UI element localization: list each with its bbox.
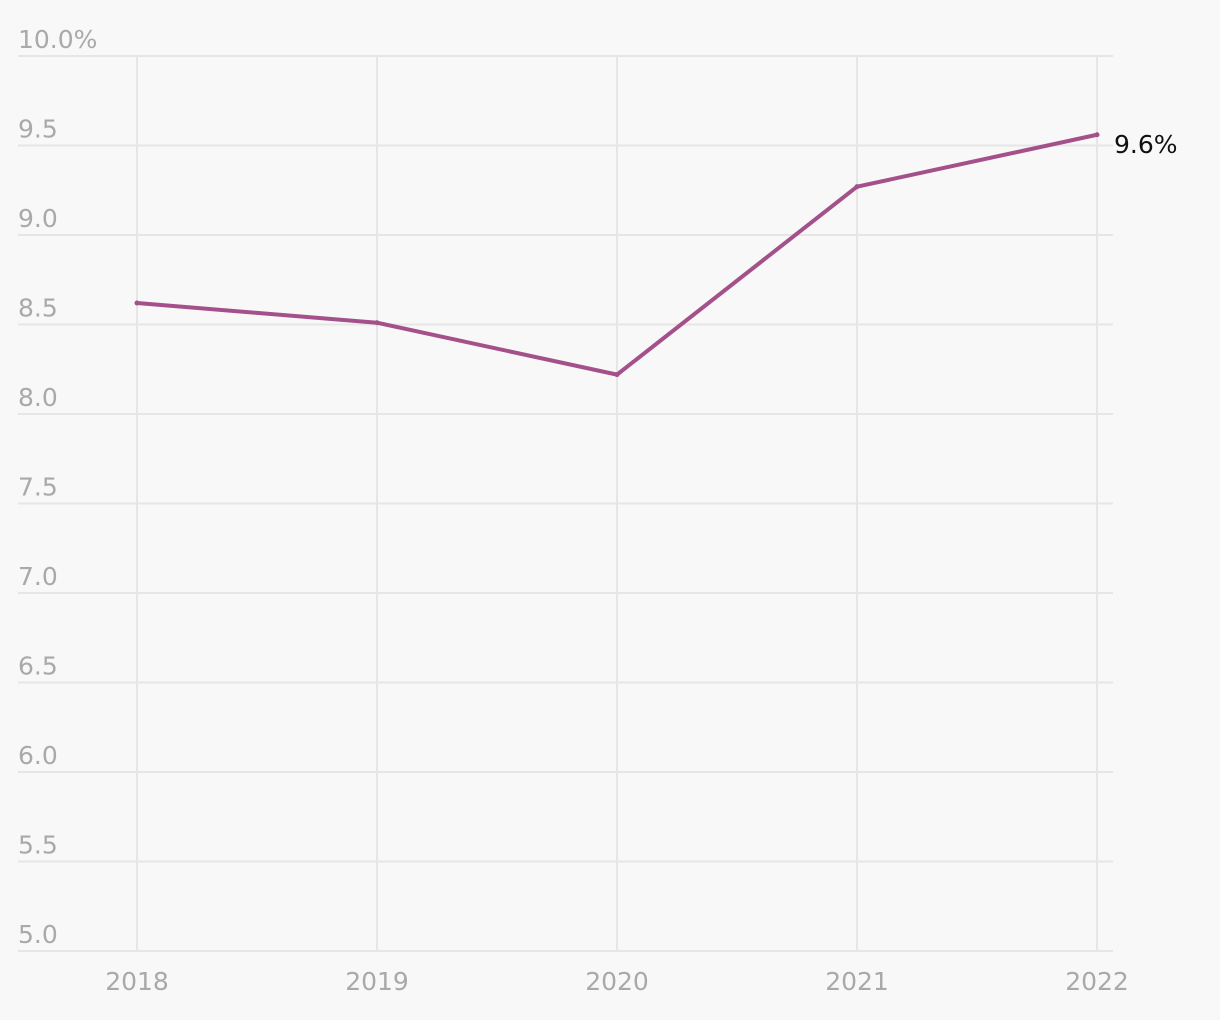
y-axis-tick-labels: 5.0 5.5 6.0 6.5 7.0 7.5 8.0 8.5 9.0 9.5 10.0% xyxy=(18,25,97,949)
y-tick-label: 8.0 xyxy=(18,383,58,412)
x-tick-label: 2020 xyxy=(585,967,649,996)
y-gridlines xyxy=(18,55,1113,952)
data-point xyxy=(134,300,140,306)
x-tick-label: 2019 xyxy=(345,967,409,996)
y-tick-label: 5.0 xyxy=(18,920,58,949)
x-tick-label: 2018 xyxy=(105,967,169,996)
series-group xyxy=(134,132,1100,378)
data-point xyxy=(854,184,860,190)
x-axis-tick-labels: 2018 2019 2020 2021 2022 xyxy=(105,967,1129,996)
y-tick-label: 7.0 xyxy=(18,562,58,591)
x-tick-label: 2021 xyxy=(825,967,889,996)
data-point xyxy=(614,372,620,378)
x-tick-label: 2022 xyxy=(1065,967,1129,996)
y-tick-label: 6.5 xyxy=(18,652,58,681)
data-point xyxy=(1094,132,1100,138)
x-gridlines xyxy=(136,56,1098,951)
y-tick-label: 10.0% xyxy=(18,25,97,54)
y-tick-label: 8.5 xyxy=(18,294,58,323)
y-tick-label: 6.0 xyxy=(18,741,58,770)
y-tick-label: 7.5 xyxy=(18,473,58,502)
y-tick-label: 5.5 xyxy=(18,831,58,860)
end-value-label: 9.6% xyxy=(1114,130,1178,159)
y-tick-label: 9.5 xyxy=(18,115,58,144)
y-tick-label: 9.0 xyxy=(18,204,58,233)
data-point xyxy=(374,320,380,326)
